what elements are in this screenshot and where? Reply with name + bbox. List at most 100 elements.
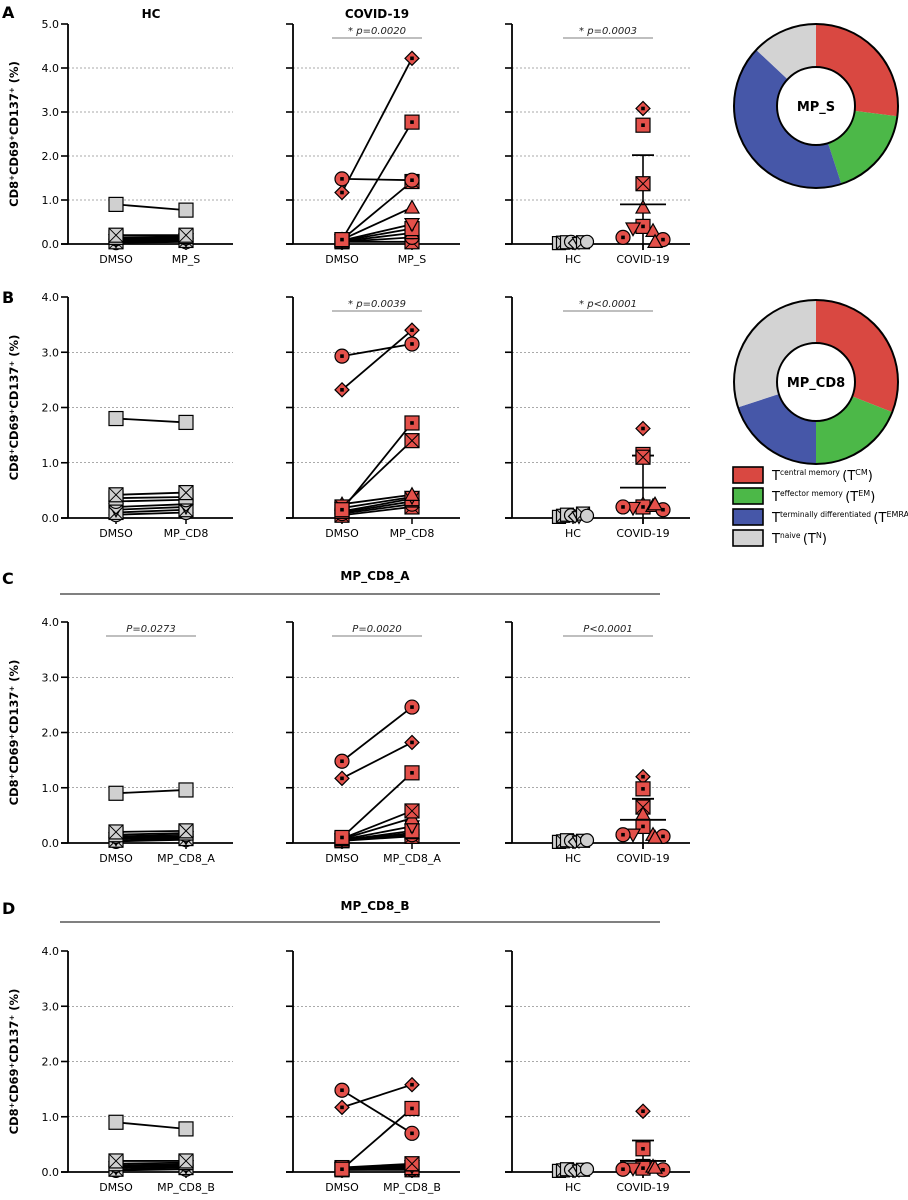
data-point-before-dot bbox=[340, 354, 344, 358]
pair-line bbox=[115, 240, 187, 244]
data-point-covid-dot bbox=[641, 106, 645, 111]
panel-a-3: HC COVID-19 * p=0.0003 bbox=[505, 23, 690, 266]
legend-main: T bbox=[771, 511, 780, 526]
y-label-superscript: + bbox=[8, 361, 16, 367]
y-label-superscript: + bbox=[8, 175, 16, 181]
p-value-label: * p=0.0020 bbox=[348, 26, 406, 37]
pair-line bbox=[115, 203, 187, 212]
data-point-before-dot bbox=[340, 759, 344, 764]
pair-line bbox=[341, 343, 413, 358]
y-axis-label: CD8+CD69+CD137+ (%) bbox=[7, 61, 21, 207]
panel-c-3: HC COVID-19 P<0.0001 bbox=[505, 621, 690, 865]
legend-item: Tcentral memory (TCM) bbox=[732, 466, 873, 484]
pair-line bbox=[115, 1121, 187, 1130]
pair-line bbox=[115, 835, 187, 839]
pair-line bbox=[341, 1107, 413, 1170]
data-point-hc bbox=[579, 1162, 595, 1177]
pair-line bbox=[341, 121, 413, 241]
data-point-covid-cross bbox=[635, 449, 651, 465]
data-point-after-dot bbox=[410, 328, 414, 332]
pair-line bbox=[115, 508, 187, 514]
pair-line bbox=[341, 227, 413, 242]
data-point-covid bbox=[646, 495, 664, 511]
legend-item: Tnaive (TN) bbox=[732, 529, 827, 547]
x-tick-label: DMSO bbox=[325, 852, 359, 865]
pair-line bbox=[115, 496, 187, 500]
x-tick-label: MP_CD8_A bbox=[383, 852, 441, 865]
legend-item: Tterminally differentiated (TEMRA) bbox=[732, 508, 908, 526]
pair-line bbox=[341, 835, 413, 842]
x-tick-label: DMSO bbox=[99, 1181, 133, 1194]
donut-hole bbox=[776, 342, 856, 422]
y-tick-label: 3.0 bbox=[42, 671, 60, 684]
donut-hole bbox=[776, 66, 856, 146]
pair-line bbox=[115, 417, 187, 424]
y-tick-label: 0.0 bbox=[42, 238, 60, 251]
y-tick-label: 3.0 bbox=[42, 106, 60, 119]
legend-close: ) bbox=[822, 532, 827, 547]
data-point-hc bbox=[579, 234, 595, 249]
pair-line bbox=[341, 439, 413, 508]
legend: Tcentral memory (TCM)Teffector memory (T… bbox=[732, 466, 908, 547]
x-tick-label: HC bbox=[565, 527, 581, 540]
pair-line bbox=[115, 837, 187, 842]
y-axis-label: CD8+CD69+CD137+ (%) bbox=[7, 660, 21, 806]
data-point-after bbox=[178, 414, 194, 431]
legend-abbr-sup: EM bbox=[858, 489, 870, 498]
y-tick-label: 2.0 bbox=[42, 727, 60, 740]
pair-line bbox=[341, 825, 413, 841]
data-point-after-cross bbox=[178, 485, 194, 500]
data-point-before bbox=[108, 410, 124, 427]
y-tick-label: 0.0 bbox=[42, 837, 60, 850]
panel-b-2: DMSO MP_CD8 * p=0.0039 bbox=[286, 296, 460, 540]
data-point-before-dot bbox=[340, 1167, 344, 1172]
legend-sup: central memory bbox=[780, 468, 842, 477]
p-value-label: * p=0.0003 bbox=[579, 26, 637, 37]
donut-slice-central-memory bbox=[816, 24, 898, 117]
data-point-covid-dot bbox=[641, 224, 645, 229]
data-point-covid-dot bbox=[641, 787, 645, 791]
data-point-before bbox=[108, 785, 124, 801]
legend-item: Teffector memory (TEM) bbox=[732, 487, 875, 505]
panel-d-1: 0.0 1.0 2.0 3.0 4.0 DMSO MP_CD8_B bbox=[42, 945, 233, 1194]
x-tick-label: DMSO bbox=[99, 527, 133, 540]
y-label-part: CD69 bbox=[7, 1068, 21, 1102]
pair-line bbox=[115, 491, 187, 496]
legend-main: T bbox=[771, 490, 780, 505]
data-point-after-cross bbox=[178, 1153, 194, 1169]
panel-c-1: 0.0 1.0 2.0 3.0 4.0 DMSO MP_CD8_A P=0.0273 bbox=[42, 616, 233, 865]
y-label-part: CD8 bbox=[7, 454, 21, 480]
x-tick-label: COVID-19 bbox=[616, 852, 669, 865]
data-point-covid-dot bbox=[621, 1167, 625, 1172]
data-point-after bbox=[403, 199, 421, 214]
x-tick-label: HC bbox=[565, 852, 581, 865]
y-axis-label: CD8+CD69+CD137+ (%) bbox=[7, 335, 21, 481]
panel-d-2: DMSO MP_CD8_B bbox=[286, 950, 460, 1194]
y-label-part: CD69 bbox=[7, 141, 21, 175]
x-tick-label: HC bbox=[565, 253, 581, 266]
y-label-superscript: + bbox=[8, 87, 16, 93]
p-value-label: P=0.0273 bbox=[126, 624, 175, 635]
data-point-before-dot bbox=[340, 177, 344, 181]
x-tick-label: MP_CD8 bbox=[164, 527, 209, 540]
column-title-covid: COVID-19 bbox=[345, 7, 409, 21]
data-point-covid-dot bbox=[641, 426, 645, 431]
legend-swatch bbox=[732, 466, 764, 484]
data-point-after-cross bbox=[404, 433, 420, 449]
y-label-superscript: + bbox=[8, 1102, 16, 1108]
pair-line bbox=[115, 498, 187, 503]
y-tick-label: 2.0 bbox=[42, 402, 60, 415]
y-tick-label: 3.0 bbox=[42, 1000, 60, 1013]
data-point-after-dot bbox=[410, 705, 414, 709]
data-point-after bbox=[178, 782, 194, 798]
x-tick-label: COVID-19 bbox=[616, 253, 669, 266]
data-point-before-dot bbox=[340, 190, 344, 195]
y-label-superscript: + bbox=[8, 733, 16, 739]
y-tick-label: 4.0 bbox=[42, 291, 60, 304]
legend-main: T bbox=[771, 469, 780, 484]
data-point-after-cross bbox=[404, 1156, 420, 1172]
p-value-label: P<0.0001 bbox=[583, 624, 632, 635]
